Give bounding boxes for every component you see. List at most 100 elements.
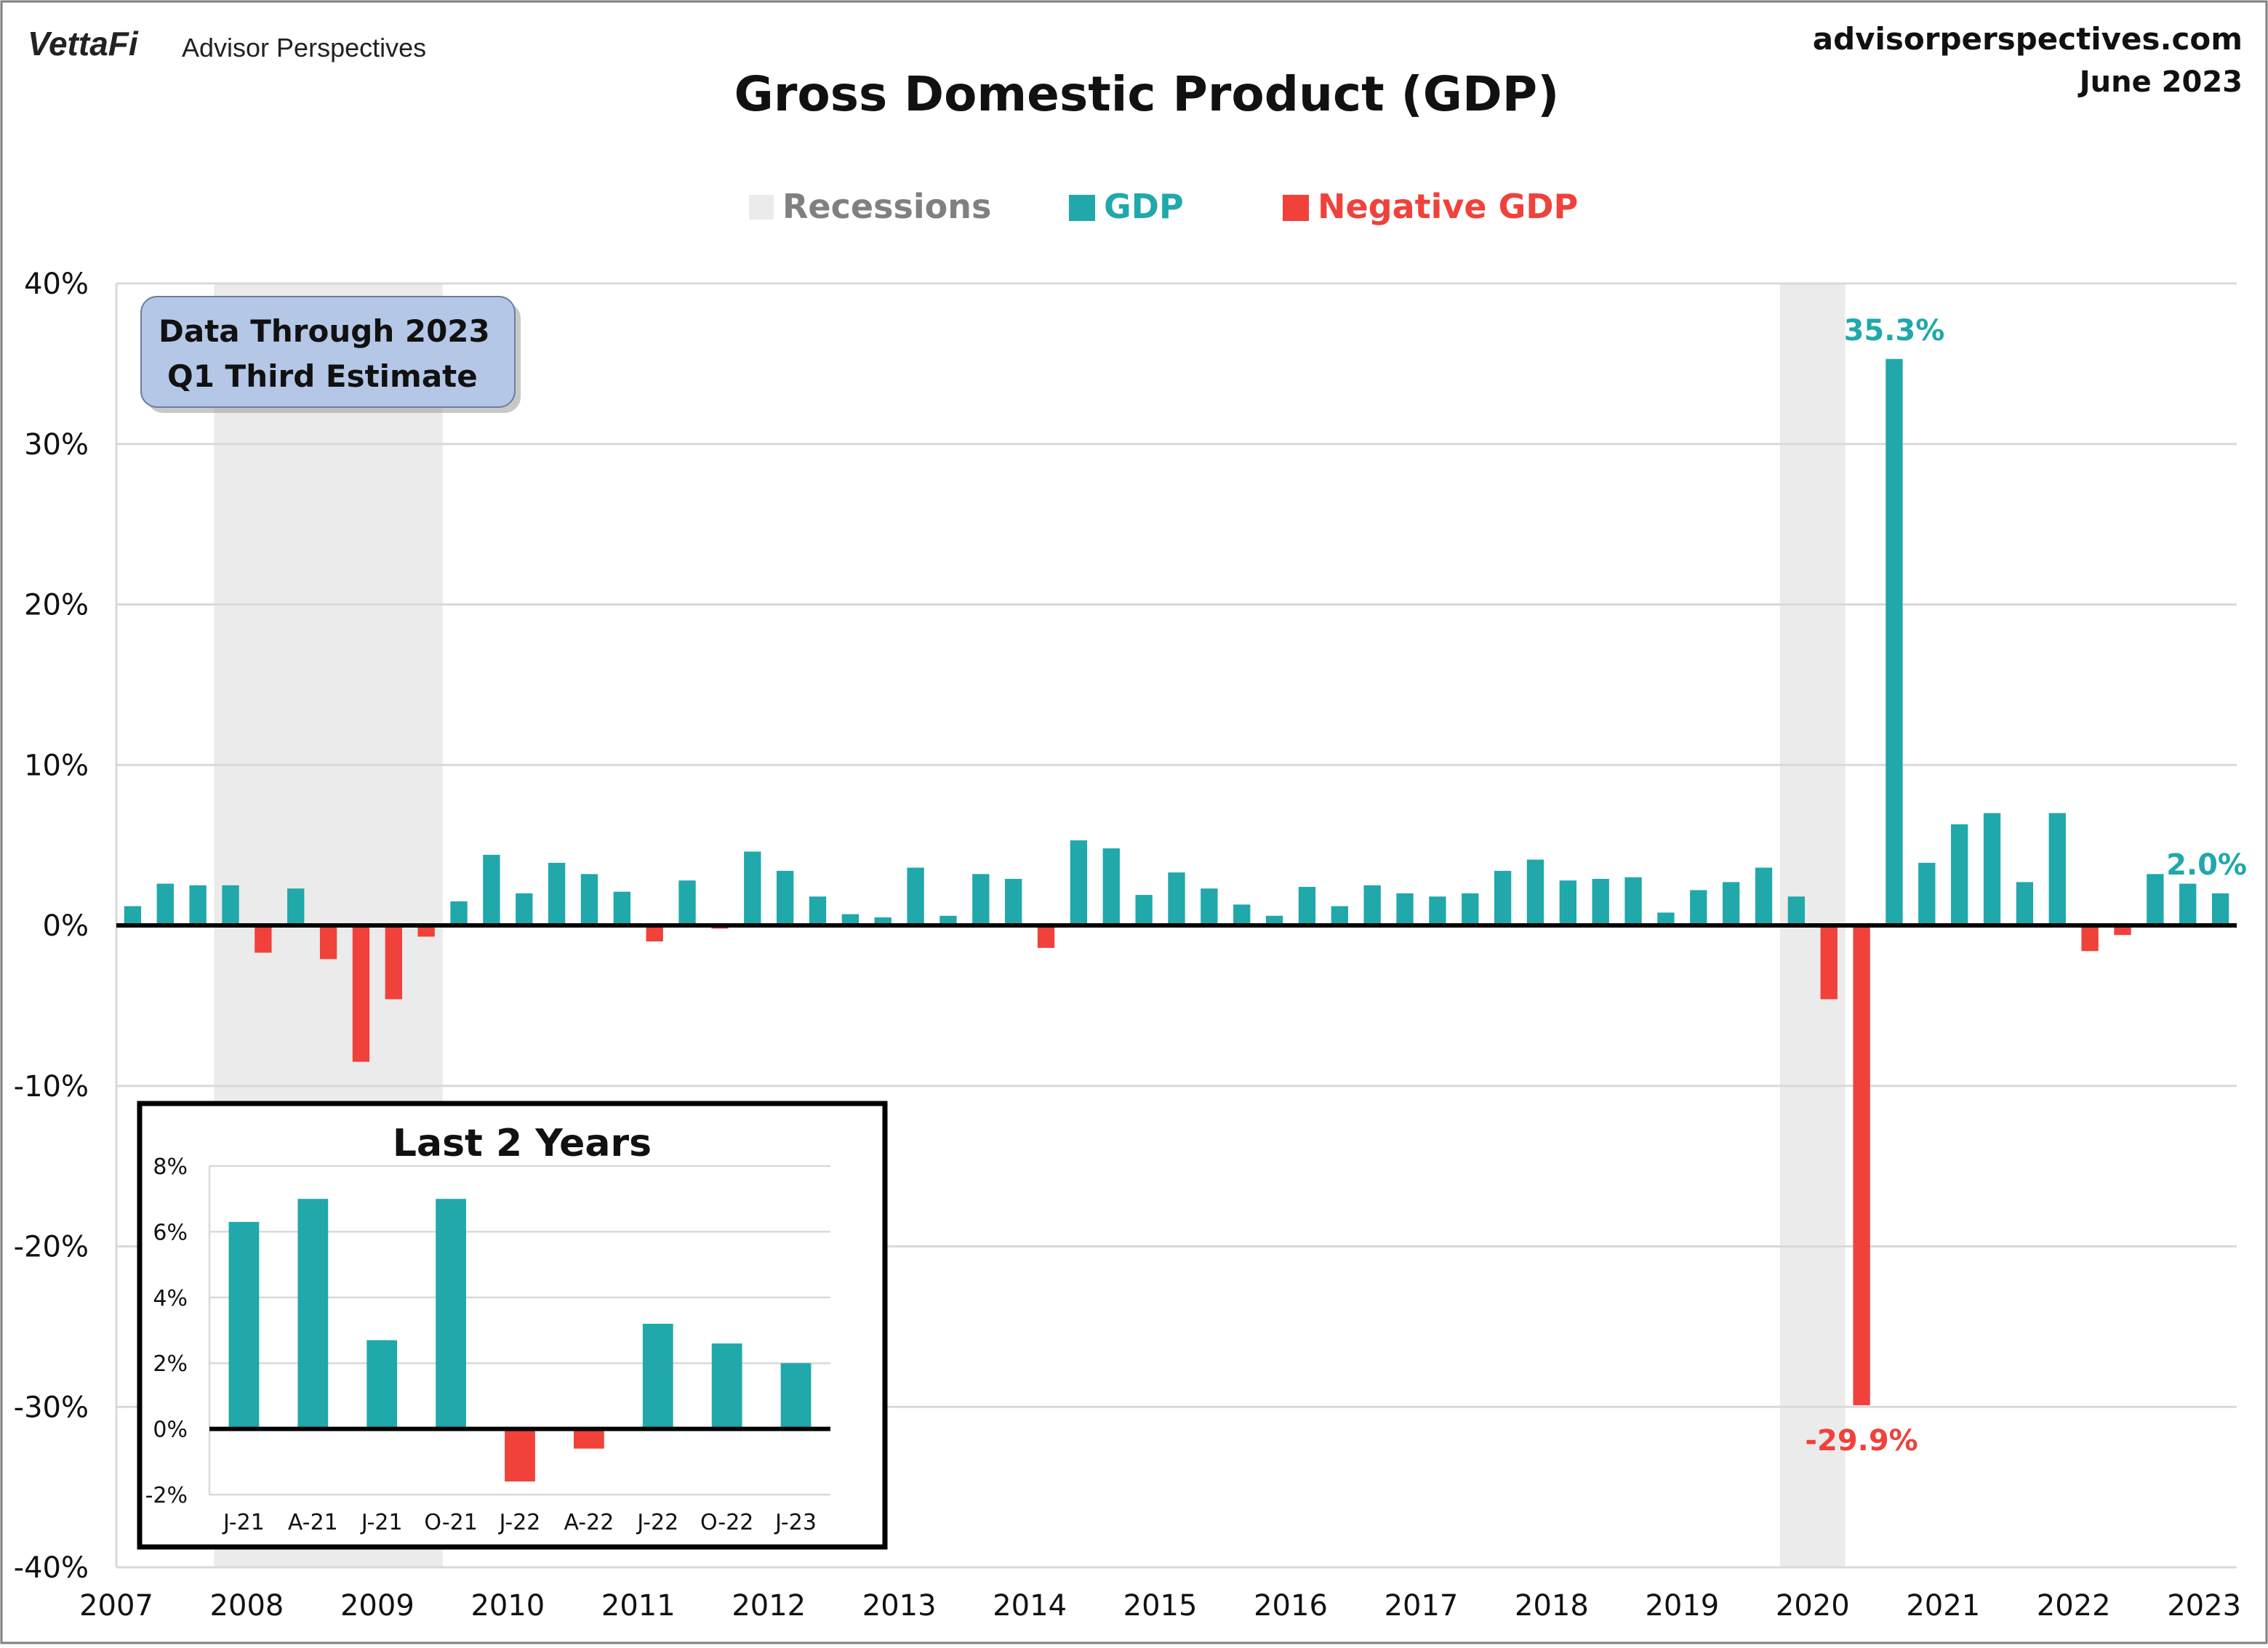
main-bar (1037, 925, 1055, 948)
main-bars (124, 358, 2229, 1406)
main-bar (809, 896, 827, 925)
inset-x-tick-label: J-22 (636, 1510, 678, 1535)
main-bar (646, 925, 663, 942)
brand-logo: VettaFi (28, 25, 139, 63)
main-bar (613, 891, 631, 925)
main-bar (1657, 912, 1675, 925)
inset-x-tick-label: J-21 (360, 1510, 403, 1535)
main-bar (1820, 925, 1838, 1000)
chart-title: Gross Domestic Product (GDP) (734, 66, 1560, 122)
inset-bar (366, 1340, 398, 1429)
inset-y-tick-label: 0% (153, 1418, 188, 1443)
main-x-tick-label: 2008 (210, 1589, 284, 1623)
main-bar (972, 874, 990, 925)
main-bar (1005, 878, 1022, 925)
main-y-tick-label: 0% (43, 909, 89, 943)
inset-bar (780, 1363, 812, 1429)
main-bar (1135, 895, 1153, 925)
main-bar (1070, 840, 1088, 925)
main-data-label: -29.9% (1805, 1424, 1918, 1458)
main-bar (1265, 915, 1283, 925)
inset-bar (297, 1199, 329, 1429)
main-bar (1331, 906, 1348, 925)
main-bar (841, 914, 859, 925)
inset-bars (228, 1199, 812, 1482)
main-bar (548, 862, 566, 925)
main-bar (1233, 904, 1251, 925)
inset-y-tick-label: 6% (153, 1220, 188, 1245)
main-y-tick-label: -40% (14, 1551, 89, 1585)
main-data-label: 2.0% (2166, 848, 2247, 882)
main-bar (1559, 880, 1577, 925)
inset-y-tick-label: 2% (153, 1351, 188, 1377)
main-data-label: 35.3% (1844, 314, 1945, 347)
main-bar (1787, 896, 1806, 925)
main-bar (1755, 867, 1773, 925)
main-bar (222, 885, 239, 925)
main-x-tick-label: 2010 (470, 1589, 545, 1623)
main-bar (1886, 358, 1903, 925)
data-note-line2: Q1 Third Estimate (167, 358, 478, 394)
site-url: advisorperspectives.com (1813, 21, 2243, 57)
inset-bar (228, 1221, 260, 1429)
main-bar (1918, 862, 1936, 925)
brand-subtitle: Advisor Perspectives (182, 33, 426, 63)
main-x-tick-label: 2009 (340, 1589, 414, 1623)
legend: Recessions GDP Negative GDP (749, 187, 1578, 226)
main-bar (1853, 925, 1870, 1406)
main-y-tick-labels: 40% 30% 20% 10% 0% -10% -20% -30% -40% (14, 268, 89, 1585)
inset-y-tick-label: -2% (145, 1483, 188, 1508)
main-bar (1429, 896, 1446, 925)
main-bar (516, 893, 533, 925)
main-bar (1983, 813, 2001, 925)
main-bar (156, 883, 174, 925)
main-bar (1592, 878, 1609, 925)
inset-x-tick-label: J-22 (498, 1510, 541, 1535)
main-x-tick-label: 2017 (1385, 1589, 1459, 1623)
main-bar (483, 854, 500, 925)
main-bar (1722, 882, 1740, 925)
main-x-tick-label: 2022 (2037, 1589, 2111, 1623)
inset-y-tick-label: 4% (153, 1286, 188, 1311)
main-annotations: 35.3% -29.9% 2.0% (1805, 314, 2247, 1458)
main-bar (1396, 893, 1414, 925)
main-bar (1494, 870, 1512, 925)
main-bar (352, 925, 370, 1062)
inset-x-tick-label: J-21 (222, 1510, 265, 1535)
main-bar (2179, 883, 2197, 925)
main-bar (907, 867, 924, 925)
main-bar (1201, 888, 1218, 925)
inset-bar (711, 1343, 742, 1429)
main-y-tick-label: -10% (14, 1070, 89, 1104)
main-bar (2147, 874, 2164, 925)
inset-bar (642, 1323, 673, 1429)
main-x-tick-label: 2013 (862, 1589, 937, 1623)
main-x-tick-label: 2020 (1776, 1589, 1850, 1623)
main-x-tick-label: 2012 (732, 1589, 806, 1623)
main-bar (385, 925, 402, 1000)
inset-chart: Last 2 Years 8% 6% 4% 2% 0% -2% J-21 A-21 J-21 O… (137, 1101, 888, 1550)
main-bar (1168, 872, 1185, 925)
main-y-tick-label: 30% (24, 428, 89, 462)
main-x-tick-label: 2018 (1515, 1589, 1589, 1623)
inset-x-tick-label: A-21 (288, 1510, 338, 1535)
legend-swatch-negative-gdp (1283, 195, 1309, 221)
main-y-tick-label: -30% (14, 1391, 89, 1424)
main-y-tick-label: 10% (24, 749, 89, 782)
main-bar (1526, 859, 1544, 925)
main-y-tick-label: 40% (24, 268, 89, 301)
main-bar (744, 851, 761, 925)
main-x-tick-label: 2023 (2167, 1589, 2241, 1623)
main-bar (2114, 925, 2131, 936)
legend-swatch-gdp (1069, 195, 1095, 221)
main-bar (417, 925, 435, 937)
main-bar (1298, 887, 1316, 925)
main-x-tick-label: 2021 (1906, 1589, 1980, 1623)
main-bar (1690, 890, 1707, 925)
main-bar (189, 885, 207, 925)
data-note: Data Through 2023 Q1 Third Estimate (140, 296, 521, 413)
publish-date: June 2023 (2077, 65, 2243, 99)
inset-x-tick-label: O-21 (424, 1510, 477, 1535)
main-bar (776, 870, 794, 925)
